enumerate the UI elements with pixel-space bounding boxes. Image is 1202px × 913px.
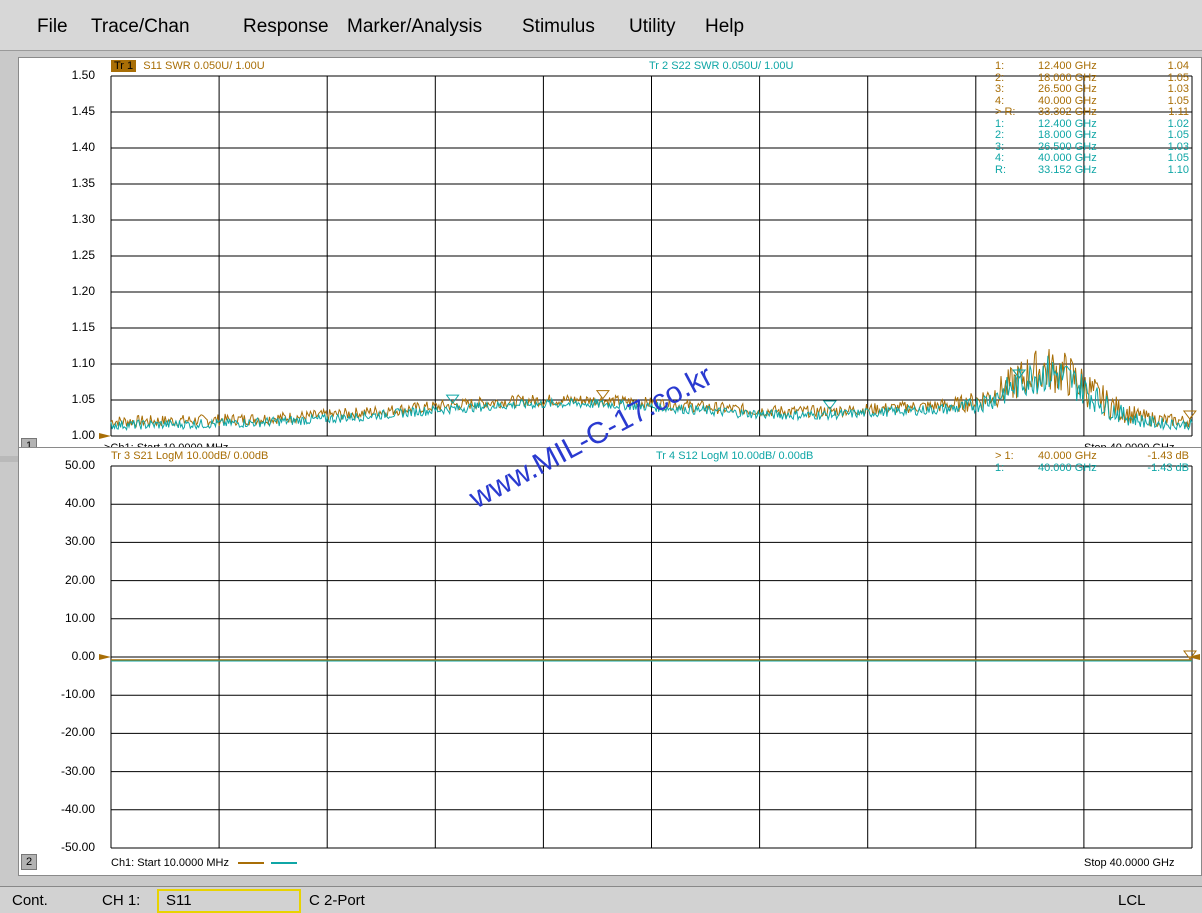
marker-triangle bbox=[1012, 369, 1027, 379]
status-port[interactable]: C 2-Port bbox=[309, 892, 365, 909]
reference-arrow bbox=[99, 433, 111, 439]
marker-triangle bbox=[595, 390, 610, 400]
channel-window-2[interactable]: Tr 3 S21 LogM 10.00dB/ 0.00dB Tr 4 S12 L… bbox=[18, 447, 1202, 876]
grid bbox=[110, 465, 1193, 849]
menu-help[interactable]: Help bbox=[705, 16, 745, 37]
status-mode[interactable]: Cont. bbox=[12, 892, 48, 909]
status-bar: Cont. CH 1: S11 C 2-Port LCL bbox=[0, 886, 1202, 913]
grid bbox=[110, 75, 1193, 437]
menu-bar: File Trace/Chan Response Marker/Analysis… bbox=[0, 0, 1202, 51]
status-channel: CH 1: bbox=[102, 892, 141, 909]
marker-triangle bbox=[1182, 410, 1197, 420]
reference-arrow-right bbox=[1188, 654, 1200, 660]
active-param-box[interactable] bbox=[157, 889, 301, 913]
menu-stimulus[interactable]: Stimulus bbox=[522, 16, 595, 37]
status-param[interactable]: S11 bbox=[166, 892, 192, 909]
logm-plot bbox=[99, 465, 1200, 849]
reference-arrow bbox=[99, 654, 111, 660]
menu-file[interactable]: File bbox=[37, 16, 68, 37]
channel-window-1[interactable]: Tr 1 S11 SWR 0.050U/ 1.00U Tr 2 S22 SWR … bbox=[18, 57, 1202, 458]
menu-utility[interactable]: Utility bbox=[629, 16, 676, 37]
marker-triangle bbox=[445, 394, 460, 404]
swr-plot bbox=[99, 75, 1197, 439]
menu-marker-analysis[interactable]: Marker/Analysis bbox=[347, 16, 483, 37]
menu-response[interactable]: Response bbox=[243, 16, 329, 37]
marker-triangle bbox=[822, 400, 837, 410]
trace-s22 bbox=[110, 355, 1193, 431]
marker-triangle bbox=[1183, 650, 1197, 660]
trace-s11 bbox=[110, 349, 1193, 428]
status-lcl: LCL bbox=[1118, 892, 1146, 909]
menu-trace-chan[interactable]: Trace/Chan bbox=[91, 16, 190, 37]
